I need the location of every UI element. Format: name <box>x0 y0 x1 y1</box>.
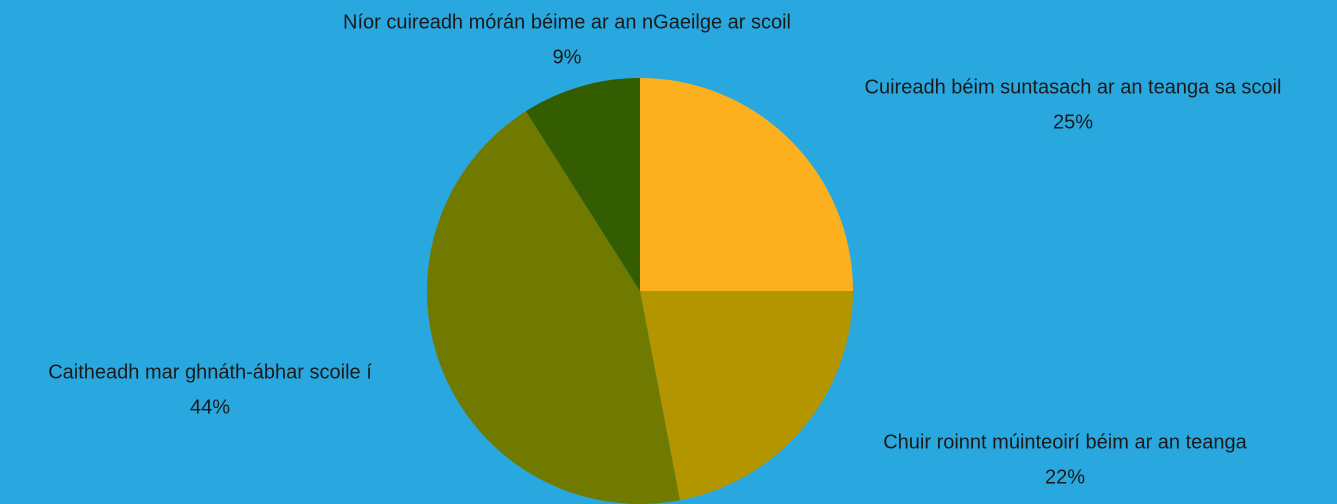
pie-slice <box>427 111 680 504</box>
slice-label: Cuireadh béim suntasach ar an teanga sa … <box>865 76 1282 98</box>
slice-value-label: 25% <box>1053 111 1093 133</box>
slice-value-label: 22% <box>1045 466 1085 488</box>
slice-value-label: 9% <box>553 46 582 68</box>
slice-label: Caitheadh mar ghnáth-ábhar scoile í <box>48 361 372 383</box>
pie-slice <box>525 78 640 291</box>
pie-slice <box>640 78 853 291</box>
slice-value-label: 44% <box>190 396 230 418</box>
slice-label: Níor cuireadh mórán béime ar an nGaeilge… <box>343 11 791 33</box>
slice-label: Chuir roinnt múinteoirí béim ar an teang… <box>883 431 1247 453</box>
pie-slice <box>640 291 853 501</box>
